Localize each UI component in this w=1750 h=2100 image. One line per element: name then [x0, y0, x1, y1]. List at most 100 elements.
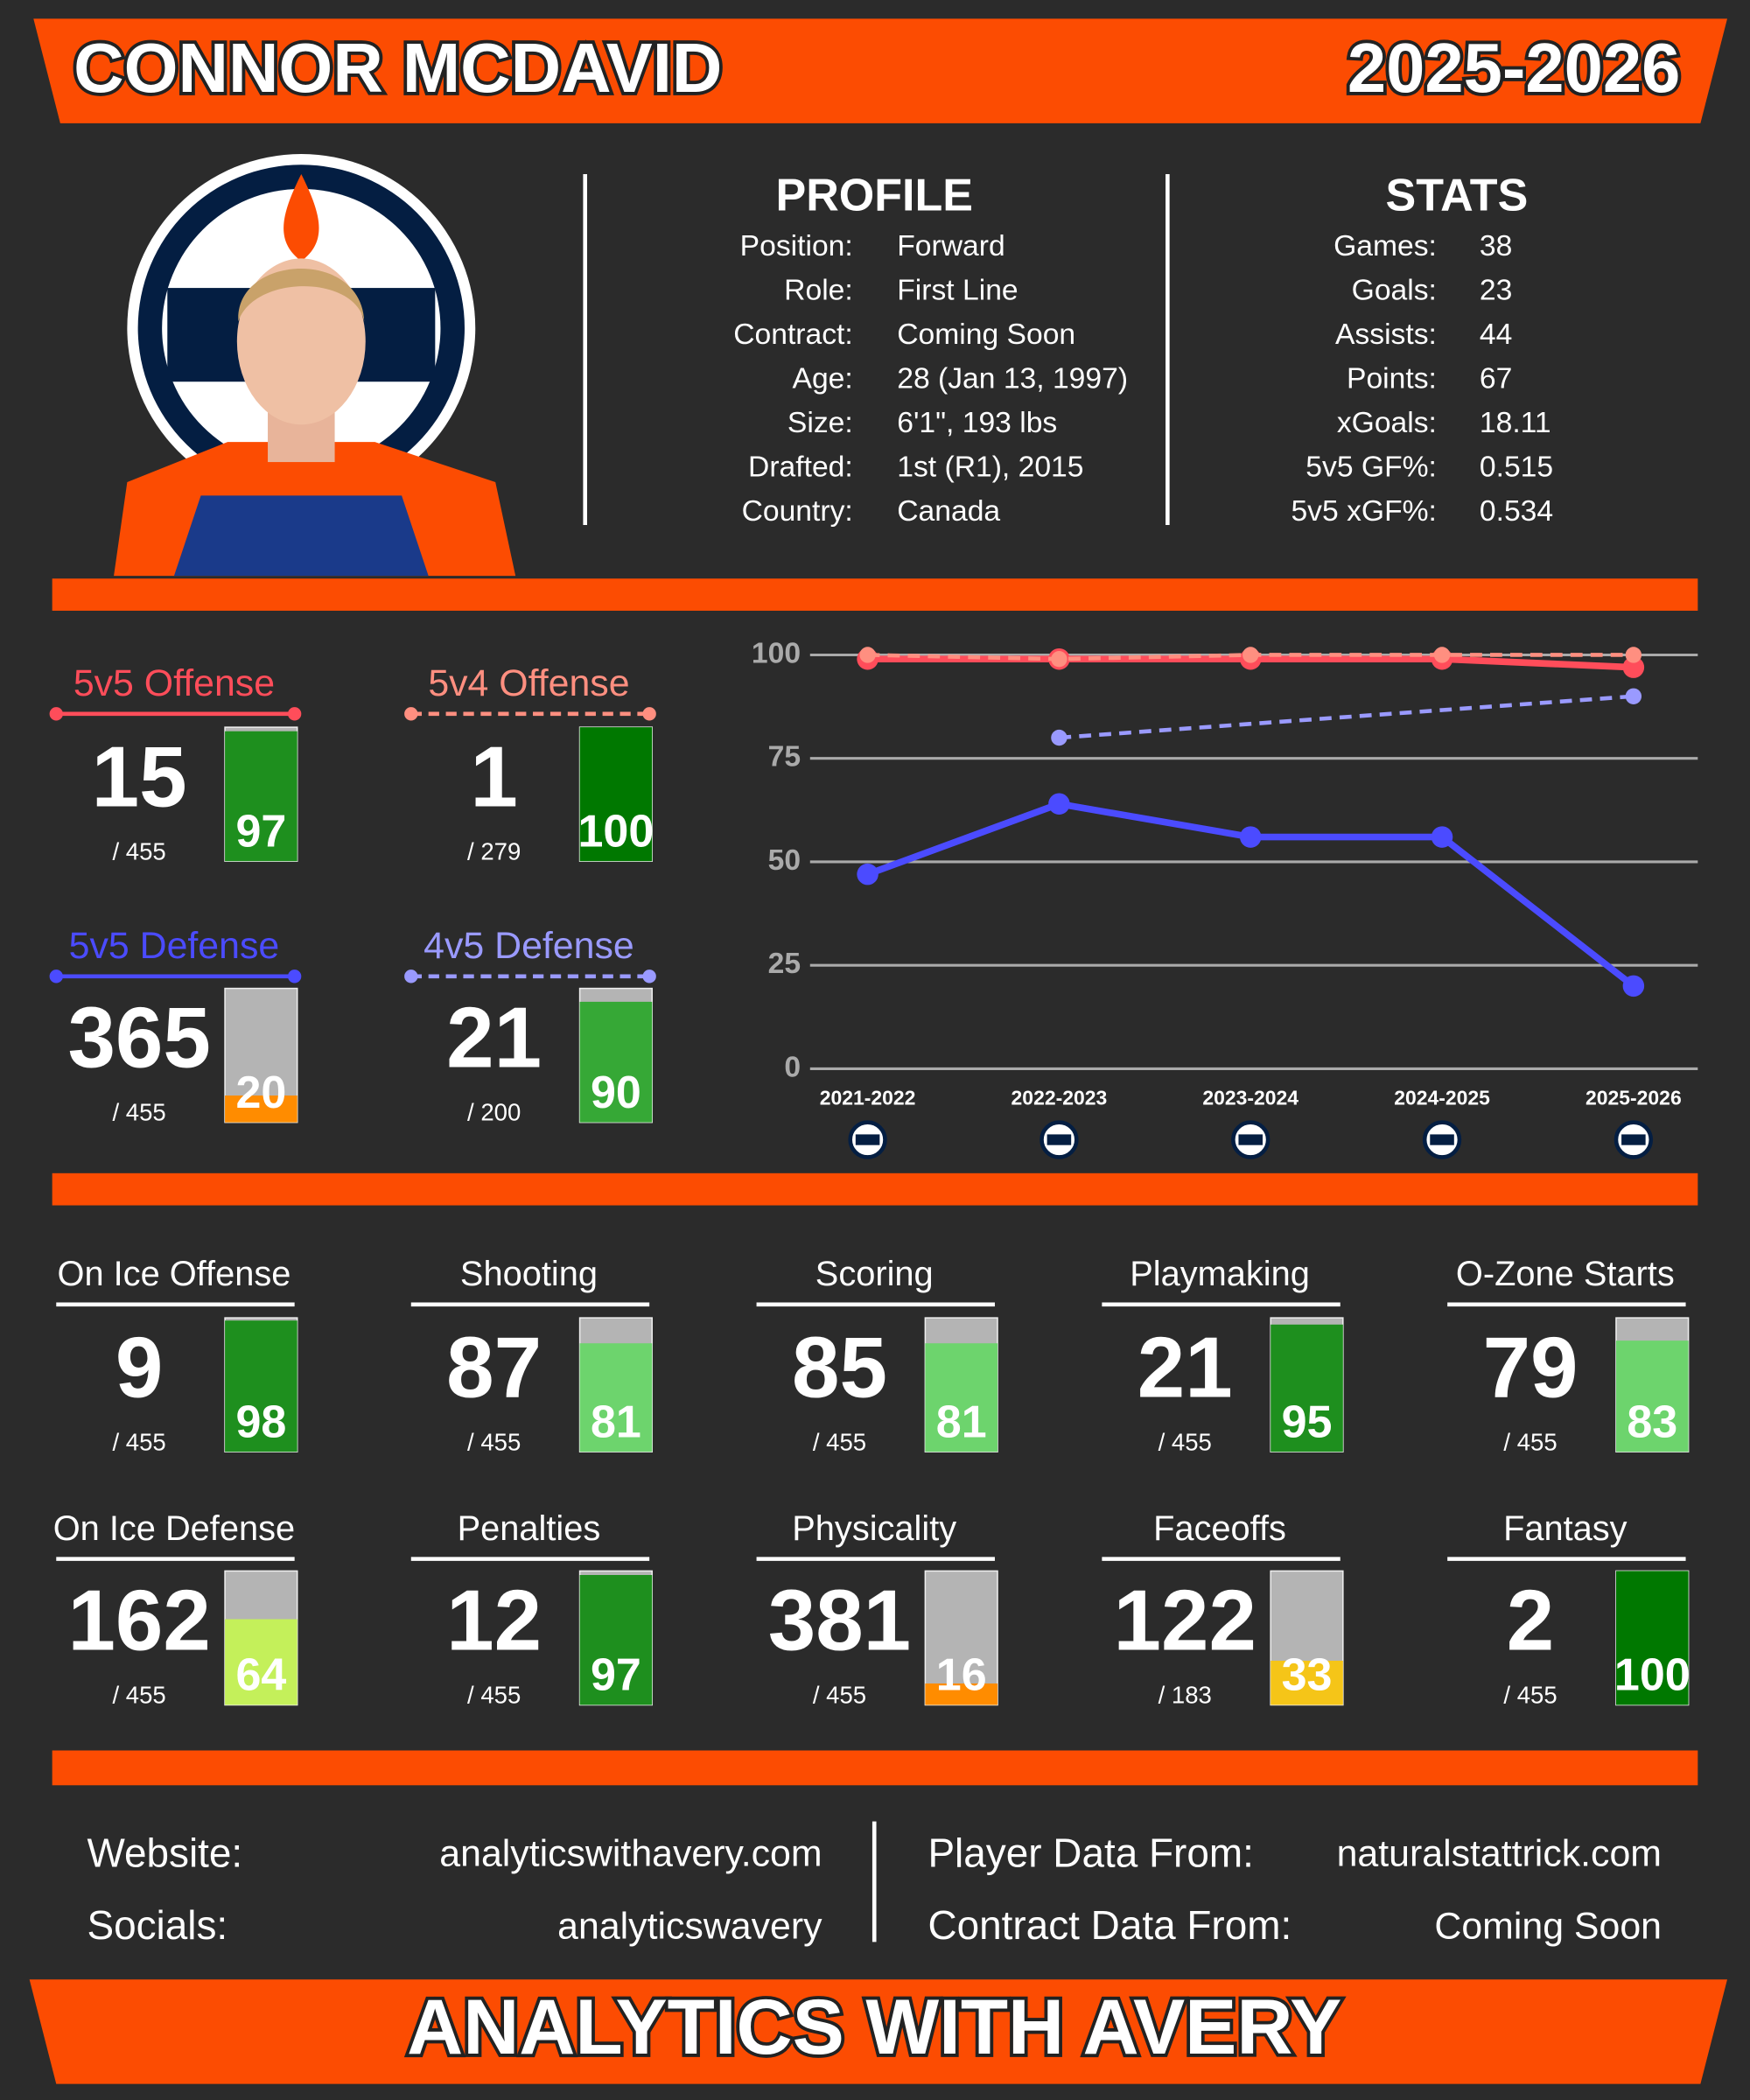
underline-dot — [49, 970, 63, 984]
stats-value: 18.11 — [1480, 407, 1551, 439]
player-photo — [114, 258, 516, 577]
tile-rank: 9 — [116, 1319, 163, 1415]
tile-title: Fantasy — [1503, 1509, 1628, 1548]
footer-label: Player Data From: — [928, 1830, 1253, 1876]
percentile-fill — [1615, 1340, 1689, 1452]
player-name: CONNOR MCDAVID — [74, 29, 722, 107]
tile-title: Playmaking — [1130, 1255, 1310, 1293]
footer-label: Contract Data From: — [928, 1902, 1292, 1948]
series-point — [857, 863, 878, 886]
percentile-label: 20 — [235, 1068, 286, 1118]
tile-rank: 162 — [67, 1572, 210, 1669]
tile-total: / 455 — [467, 1428, 521, 1455]
footer-value: analyticswithavery.com — [439, 1833, 822, 1875]
percentile-label: 83 — [1627, 1396, 1677, 1447]
tile-total: / 455 — [113, 1682, 166, 1709]
separator — [52, 578, 1698, 611]
percentile-fill — [579, 1575, 653, 1705]
percentile-label: 90 — [591, 1068, 641, 1118]
tile-rank: 79 — [1483, 1319, 1578, 1415]
tile-total: / 183 — [1158, 1682, 1212, 1709]
percentile-label: 81 — [591, 1396, 641, 1447]
profile-label: Position: — [740, 230, 853, 262]
tile-rank: 122 — [1114, 1572, 1256, 1669]
percentile-label: 64 — [235, 1650, 286, 1701]
tile-total: / 455 — [467, 1682, 521, 1709]
banner-text: ANALYTICS WITH AVERY — [407, 1984, 1341, 2070]
tile-total: / 455 — [813, 1682, 866, 1709]
series-point — [1625, 688, 1642, 704]
series-point — [1431, 826, 1453, 848]
underline-dot — [287, 707, 302, 721]
season: 2025-2026 — [1348, 29, 1681, 107]
profile-value: 28 (Jan 13, 1997) — [897, 363, 1128, 396]
underline-dot — [642, 970, 656, 984]
percentile-label: 95 — [1282, 1396, 1333, 1447]
footer-label: Socials: — [87, 1902, 228, 1948]
footer-value: Coming Soon — [1434, 1905, 1662, 1947]
series-point — [1239, 826, 1262, 848]
y-tick-label: 0 — [784, 1051, 801, 1083]
tile-rank: 365 — [67, 990, 210, 1086]
series-point — [859, 647, 876, 663]
separator — [52, 1750, 1698, 1786]
tile-title: 5v4 Offense — [428, 662, 629, 704]
profile-label: Country: — [742, 495, 853, 528]
stats-title: STATS — [1386, 170, 1529, 220]
x-tick-label: 2021-2022 — [820, 1087, 916, 1110]
percentile-fill — [579, 1001, 653, 1123]
underline-dot — [287, 970, 302, 984]
underline-dot — [404, 970, 418, 984]
profile-label: Role: — [784, 275, 853, 307]
tile-title: Scoring — [816, 1255, 934, 1293]
percentile-fill — [1270, 1660, 1343, 1705]
team-icon — [1430, 1134, 1454, 1145]
series-point — [1242, 647, 1259, 663]
underline-dot — [49, 707, 63, 721]
team-icon — [855, 1134, 880, 1145]
underline-dot — [642, 707, 656, 721]
percentile-fill — [925, 1683, 998, 1705]
series-line — [1059, 694, 1634, 740]
profile-value: First Line — [897, 275, 1018, 307]
profile-label: Contract: — [733, 318, 853, 351]
profile-label: Drafted: — [748, 452, 853, 484]
series-point — [1622, 975, 1645, 998]
tile-rank: 1 — [470, 728, 517, 824]
header-banner — [33, 18, 1727, 123]
tile-total: / 455 — [813, 1428, 866, 1455]
percentile-box — [924, 1570, 998, 1706]
percentile-fill — [225, 1320, 298, 1452]
y-tick-label: 100 — [752, 637, 801, 669]
tile-rank: 21 — [1138, 1319, 1233, 1415]
tile-rank: 15 — [92, 728, 187, 824]
stats-label: 5v5 xGF%: — [1291, 495, 1436, 528]
tile-total: / 455 — [113, 837, 166, 864]
tile-title: 4v5 Defense — [424, 925, 634, 967]
percentile-fill — [579, 1343, 653, 1452]
tile-title: 5v5 Defense — [69, 925, 280, 967]
profile-value: 6'1", 193 lbs — [897, 407, 1057, 439]
footer-banner — [29, 1979, 1727, 2084]
tile-title: On Ice Defense — [53, 1509, 295, 1548]
stats-value: 44 — [1480, 318, 1512, 351]
percentile-label: 97 — [591, 1650, 641, 1701]
tile-title: 5v5 Offense — [74, 662, 275, 704]
tile-rank: 85 — [792, 1319, 887, 1415]
series-point — [1625, 647, 1642, 663]
percentile-label: 16 — [936, 1650, 987, 1701]
y-tick-label: 50 — [768, 844, 801, 877]
percentile-label: 98 — [235, 1396, 286, 1447]
tile-total: / 455 — [1503, 1682, 1557, 1709]
tile-title: Penalties — [458, 1509, 601, 1548]
stats-value: 38 — [1480, 230, 1512, 262]
x-tick-label: 2023-2024 — [1202, 1087, 1298, 1110]
percentile-fill — [225, 731, 298, 862]
percentile-label: 97 — [235, 806, 286, 857]
tile-title: O-Zone Starts — [1456, 1255, 1675, 1293]
x-tick-label: 2025-2026 — [1586, 1087, 1682, 1110]
series-point — [1051, 729, 1068, 746]
tile-title: Physicality — [792, 1509, 956, 1548]
stats-label: xGoals: — [1337, 407, 1437, 439]
